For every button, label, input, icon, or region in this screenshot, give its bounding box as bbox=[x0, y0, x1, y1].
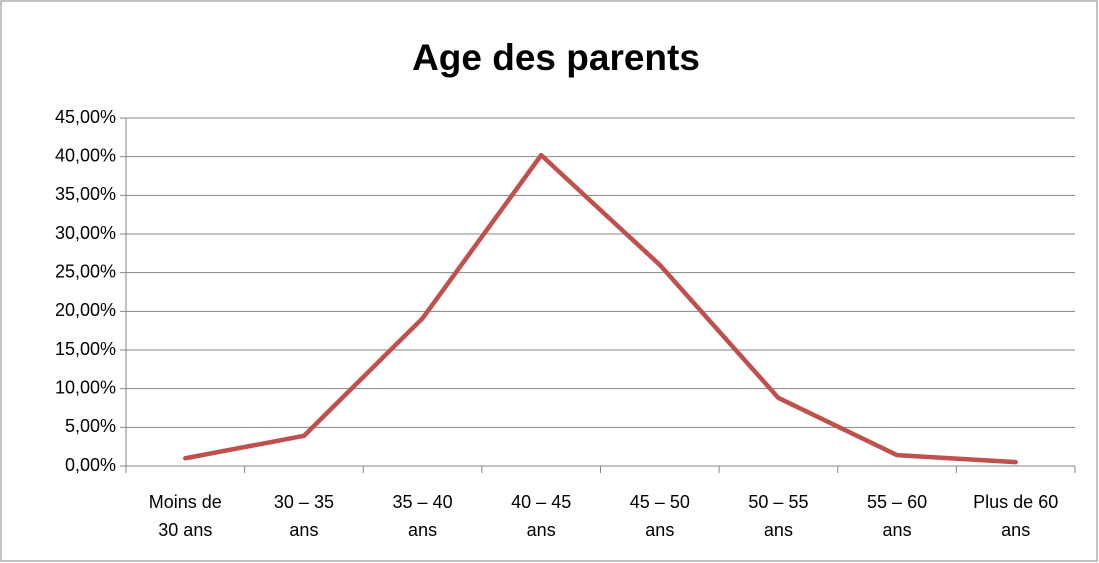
y-tick-label: 15,00% bbox=[55, 339, 116, 359]
x-tick-label: 40 – 45 ans bbox=[511, 492, 572, 540]
x-tick-label: 50 – 55 ans bbox=[748, 492, 809, 540]
x-tick-label: 30 – 35 ans bbox=[273, 492, 334, 540]
y-tick-label: 25,00% bbox=[55, 261, 116, 281]
y-tick-label: 30,00% bbox=[55, 223, 116, 243]
x-tick-label: Plus de 60 ans bbox=[973, 492, 1059, 540]
x-tick-label: 55 – 60 ans bbox=[867, 492, 928, 540]
y-tick-label: 20,00% bbox=[55, 300, 116, 320]
x-tick-label: 45 – 50 ans bbox=[629, 492, 690, 540]
y-tick-label: 5,00% bbox=[65, 416, 116, 436]
y-tick-label: 0,00% bbox=[65, 455, 116, 475]
y-tick-label: 40,00% bbox=[55, 145, 116, 165]
x-tick-label: 35 – 40 ans bbox=[392, 492, 453, 540]
y-tick-label: 35,00% bbox=[55, 184, 116, 204]
x-tick-label: Moins de 30 ans bbox=[148, 492, 222, 540]
chart-title: Age des parents bbox=[412, 37, 700, 78]
y-tick-label: 45,00% bbox=[55, 107, 116, 127]
data-line bbox=[183, 152, 1018, 465]
y-tick-label: 10,00% bbox=[55, 377, 116, 397]
